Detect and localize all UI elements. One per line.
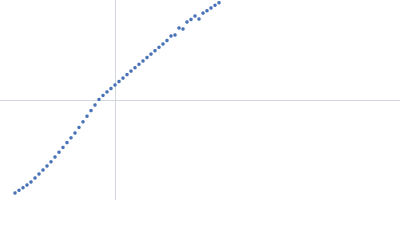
point <box>57 150 61 154</box>
point <box>209 6 213 10</box>
point <box>145 55 149 60</box>
point <box>181 27 185 31</box>
point <box>89 108 93 113</box>
point <box>77 125 81 130</box>
point <box>45 164 49 168</box>
point <box>61 145 65 150</box>
point <box>17 188 21 192</box>
point <box>161 42 165 46</box>
point <box>81 120 85 124</box>
point <box>29 180 33 184</box>
point <box>53 155 57 159</box>
point <box>117 79 121 84</box>
point <box>133 66 137 70</box>
point <box>69 136 73 140</box>
point <box>189 17 193 22</box>
point <box>33 176 37 180</box>
point <box>169 34 173 38</box>
point <box>213 3 217 7</box>
point <box>125 72 129 77</box>
point <box>113 83 117 87</box>
point <box>197 17 201 21</box>
point <box>97 97 101 102</box>
point <box>109 86 113 91</box>
point <box>37 172 41 176</box>
point <box>141 59 145 63</box>
point <box>173 33 177 37</box>
point <box>41 168 45 172</box>
point <box>217 0 221 5</box>
point <box>129 69 133 73</box>
point <box>93 103 97 107</box>
point <box>157 45 161 49</box>
point <box>205 9 209 13</box>
point <box>149 52 153 56</box>
point <box>21 186 25 190</box>
point <box>73 131 77 135</box>
point <box>85 114 89 118</box>
chart <box>0 0 400 200</box>
point <box>193 14 197 18</box>
point <box>13 191 17 195</box>
point <box>105 90 109 94</box>
point <box>153 49 157 53</box>
point <box>165 38 169 43</box>
point <box>49 160 53 164</box>
point <box>177 26 181 30</box>
point <box>25 183 29 187</box>
point <box>185 20 189 24</box>
point <box>137 62 141 66</box>
point <box>65 140 69 145</box>
point <box>101 93 105 98</box>
point <box>121 76 125 80</box>
point <box>201 11 205 15</box>
